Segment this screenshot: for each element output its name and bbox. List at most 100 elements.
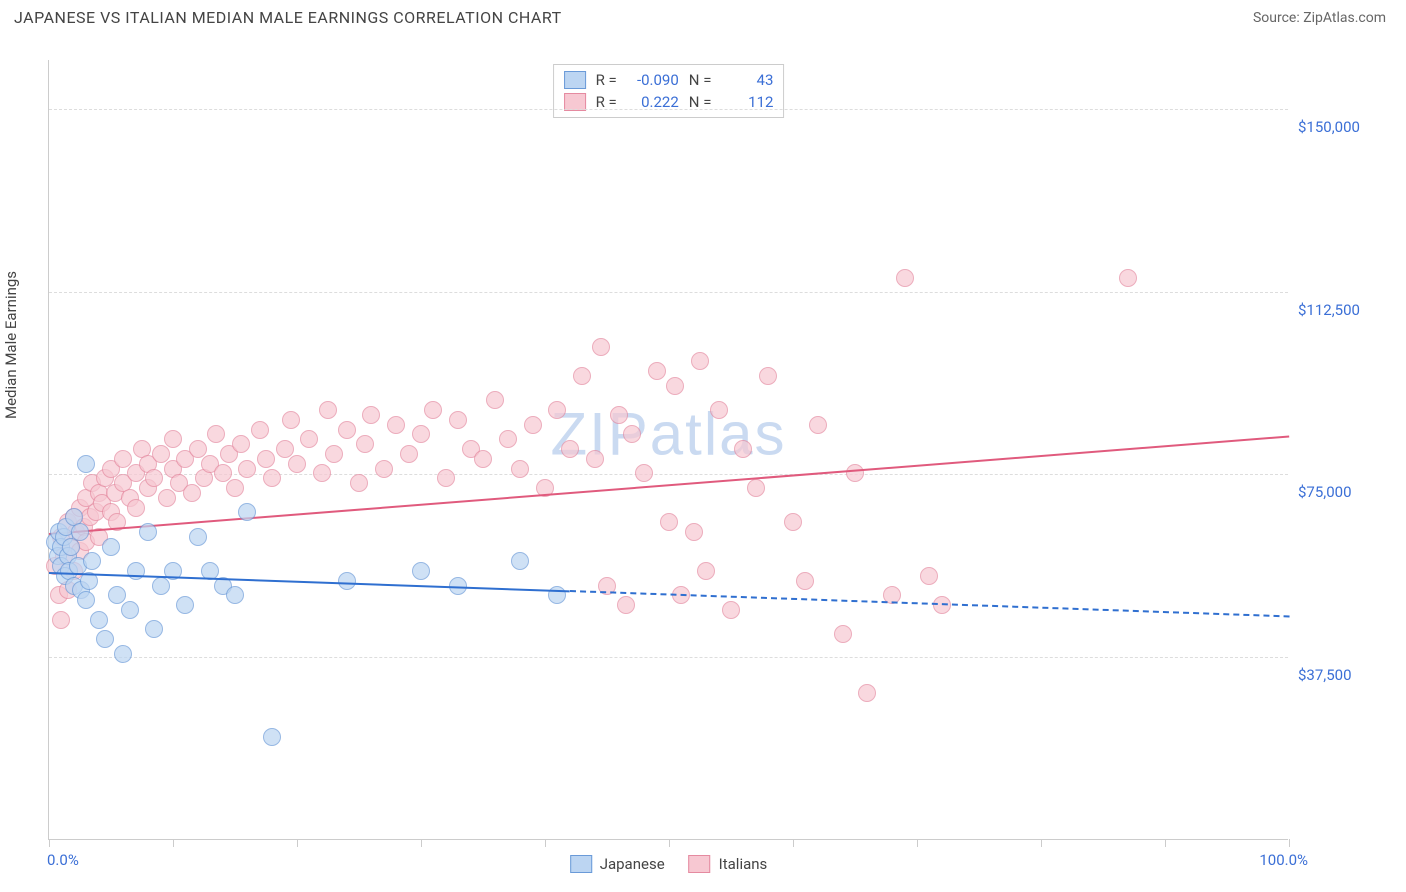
japanese-point xyxy=(83,552,101,570)
x-tick xyxy=(1289,839,1290,847)
japanese-r-value: -0.090 xyxy=(623,71,679,89)
x-axis-max-label: 100.0% xyxy=(1259,851,1308,869)
y-axis-label: Median Male Earnings xyxy=(2,270,20,418)
swatch-japanese xyxy=(570,855,592,873)
italians-point xyxy=(412,425,430,443)
italians-point xyxy=(784,513,802,531)
italians-point xyxy=(232,435,250,453)
chart-plot-area: Median Male Earnings ZIPatlas 0.0% 100.0… xyxy=(48,60,1288,840)
italians-point xyxy=(623,425,641,443)
x-tick xyxy=(669,839,670,847)
italians-point xyxy=(809,416,827,434)
chart-title: JAPANESE VS ITALIAN MEDIAN MALE EARNINGS… xyxy=(14,8,562,27)
japanese-point xyxy=(139,523,157,541)
japanese-point xyxy=(511,552,529,570)
stats-legend-box: R = -0.090 N = 43 R = 0.222 N = 112 xyxy=(553,64,785,118)
japanese-point xyxy=(152,577,170,595)
italians-point xyxy=(251,421,269,439)
italians-point xyxy=(610,406,628,424)
italians-point xyxy=(1119,269,1137,287)
swatch-japanese xyxy=(564,71,586,89)
r-label: R = xyxy=(596,71,617,89)
italians-point xyxy=(896,269,914,287)
italians-point xyxy=(617,596,635,614)
italians-point xyxy=(548,401,566,419)
italians-point xyxy=(747,479,765,497)
swatch-italians xyxy=(689,855,711,873)
y-tick-label: $75,000 xyxy=(1298,483,1398,501)
x-tick xyxy=(545,839,546,847)
italians-point xyxy=(313,464,331,482)
italians-point xyxy=(474,450,492,468)
japanese-point xyxy=(226,586,244,604)
italians-point xyxy=(592,338,610,356)
italians-point xyxy=(586,450,604,468)
legend-label-japanese: Japanese xyxy=(600,855,665,873)
italians-point xyxy=(449,411,467,429)
japanese-point xyxy=(90,611,108,629)
italians-point xyxy=(648,362,666,380)
gridline xyxy=(49,657,1288,658)
italians-point xyxy=(660,513,678,531)
gridline xyxy=(49,474,1288,475)
italians-point xyxy=(424,401,442,419)
italians-point xyxy=(145,469,163,487)
japanese-point xyxy=(176,596,194,614)
italians-point xyxy=(238,460,256,478)
italians-point xyxy=(325,445,343,463)
italians-point xyxy=(722,601,740,619)
italians-point xyxy=(400,445,418,463)
italians-point xyxy=(356,435,374,453)
japanese-point xyxy=(77,591,95,609)
italians-point xyxy=(164,430,182,448)
japanese-n-value: 43 xyxy=(717,71,773,89)
bottom-legend: Japanese Italians xyxy=(570,855,768,873)
italians-point xyxy=(375,460,393,478)
legend-item-japanese: Japanese xyxy=(570,855,665,873)
japanese-point xyxy=(145,620,163,638)
italians-point xyxy=(685,523,703,541)
japanese-trend-line xyxy=(570,590,1289,617)
japanese-point xyxy=(71,523,89,541)
y-tick-label: $37,500 xyxy=(1298,666,1398,684)
italians-point xyxy=(319,401,337,419)
japanese-trend-line xyxy=(49,572,570,592)
x-tick xyxy=(917,839,918,847)
italians-point xyxy=(524,416,542,434)
japanese-point xyxy=(263,728,281,746)
italians-point xyxy=(207,425,225,443)
italians-point xyxy=(858,684,876,702)
x-tick xyxy=(793,839,794,847)
x-tick xyxy=(297,839,298,847)
italians-point xyxy=(834,625,852,643)
japanese-point xyxy=(338,572,356,590)
italians-point xyxy=(183,484,201,502)
italians-point xyxy=(127,499,145,517)
source-attribution: Source: ZipAtlas.com xyxy=(1253,10,1386,26)
x-tick xyxy=(49,839,50,847)
gridline xyxy=(49,109,1288,110)
japanese-point xyxy=(121,601,139,619)
japanese-point xyxy=(412,562,430,580)
italians-point xyxy=(263,469,281,487)
japanese-point xyxy=(96,630,114,648)
legend-label-italians: Italians xyxy=(719,855,768,873)
legend-item-italians: Italians xyxy=(689,855,768,873)
n-label: N = xyxy=(689,71,712,89)
italians-point xyxy=(666,377,684,395)
italians-point xyxy=(387,416,405,434)
x-tick xyxy=(1165,839,1166,847)
japanese-point xyxy=(77,455,95,473)
italians-point xyxy=(846,464,864,482)
stats-row-japanese: R = -0.090 N = 43 xyxy=(564,69,774,91)
italians-point xyxy=(759,367,777,385)
gridline xyxy=(49,292,1288,293)
italians-point xyxy=(362,406,380,424)
x-axis-min-label: 0.0% xyxy=(47,851,79,869)
italians-point xyxy=(573,367,591,385)
italians-point xyxy=(691,352,709,370)
italians-point xyxy=(499,430,517,448)
italians-point xyxy=(920,567,938,585)
y-tick-label: $150,000 xyxy=(1298,118,1398,136)
italians-point xyxy=(282,411,300,429)
